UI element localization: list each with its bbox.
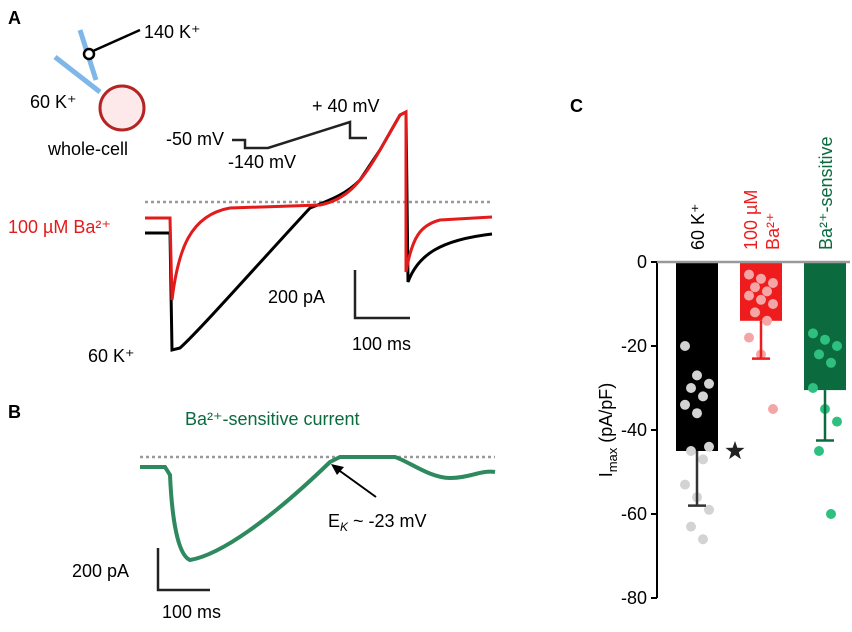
voltage-label: + 40 mV — [312, 96, 380, 116]
data-point — [744, 290, 754, 301]
data-point — [680, 399, 690, 410]
data-point — [768, 404, 778, 414]
data-point — [704, 504, 714, 515]
pipette — [53, 55, 102, 94]
trace-diff — [140, 455, 496, 563]
ek-label: EK ~ -23 mV — [328, 511, 427, 534]
ek-main: E — [328, 511, 340, 531]
voltage-label: -50 mV — [166, 129, 224, 149]
data-point — [686, 521, 696, 532]
category-label: 100 µM — [741, 190, 761, 250]
cell — [98, 84, 146, 132]
scale-label: 100 ms — [352, 334, 411, 354]
data-point — [704, 378, 714, 389]
trace-ba — [145, 109, 493, 301]
y-label-sub: max — [605, 447, 620, 472]
bar — [676, 262, 718, 451]
data-point — [756, 294, 766, 305]
bath-label: 60 K⁺ — [30, 92, 77, 112]
trace-k — [145, 109, 493, 352]
data-point — [680, 341, 690, 351]
data-point — [762, 315, 772, 326]
panel-letter: B — [8, 402, 21, 422]
data-point — [826, 509, 836, 519]
category-label: Ba²⁺-sensitive — [816, 136, 836, 250]
y-label-rest: (pA/pF) — [596, 383, 616, 448]
data-point — [692, 370, 702, 381]
data-point — [744, 332, 754, 343]
config-label: whole-cell — [47, 139, 128, 159]
category-label: 60 K⁺ — [688, 203, 708, 250]
y-axis-label: Imax (pA/pF) — [596, 383, 620, 478]
data-point — [768, 299, 778, 309]
trace-label: 100 µM Ba²⁺ — [8, 217, 111, 237]
data-point — [750, 282, 760, 293]
scale-label: 200 pA — [268, 287, 325, 307]
data-point — [704, 441, 714, 452]
pipette-marker — [82, 47, 96, 61]
y-tick-label: 0 — [637, 252, 647, 272]
ek-sub: K — [340, 520, 349, 534]
data-point — [826, 357, 836, 368]
data-point — [768, 278, 778, 288]
data-point — [750, 307, 760, 318]
data-point — [814, 349, 824, 360]
panel-letter: C — [570, 96, 583, 116]
data-point — [820, 334, 830, 345]
data-point — [698, 534, 708, 545]
data-point — [756, 273, 766, 284]
data-point — [832, 416, 842, 427]
outlier-star — [725, 441, 745, 460]
data-point — [814, 446, 824, 456]
data-point — [686, 446, 696, 456]
panel-title: Ba²⁺-sensitive current — [185, 409, 360, 429]
voltage-protocol — [232, 120, 367, 150]
y-tick-label: -40 — [621, 420, 647, 440]
data-point — [808, 383, 818, 393]
data-point — [744, 269, 754, 280]
pipette-label: 140 K⁺ — [144, 22, 201, 42]
scale-bar — [353, 270, 410, 320]
data-point — [680, 479, 690, 490]
voltage-label: -140 mV — [228, 152, 296, 172]
pointer — [92, 28, 141, 53]
data-point — [698, 391, 708, 402]
panel-letter: A — [8, 8, 21, 28]
scale-bar — [156, 548, 210, 592]
scale-label: 100 ms — [162, 602, 221, 622]
y-tick-label: -20 — [621, 336, 647, 356]
scale-label: 200 pA — [72, 561, 129, 581]
data-point — [686, 383, 696, 393]
y-label-main: I — [596, 472, 616, 477]
data-point — [762, 286, 772, 297]
data-point — [698, 454, 708, 465]
category-label: Ba²⁺ — [763, 212, 783, 250]
plot: 0 -20 -40 -60 -80 60 K⁺ 100 µM Ba²⁺ Ba²⁺-sensiti… — [621, 136, 850, 608]
data-point — [808, 328, 818, 339]
ek-rest: ~ -23 mV — [348, 511, 427, 531]
arrow-head — [331, 464, 344, 475]
data-point — [832, 341, 842, 351]
y-tick-label: -80 — [621, 588, 647, 608]
bar — [804, 262, 846, 391]
y-tick-label: -60 — [621, 504, 647, 524]
data-point — [692, 408, 702, 419]
trace-label: 60 K⁺ — [88, 346, 135, 366]
